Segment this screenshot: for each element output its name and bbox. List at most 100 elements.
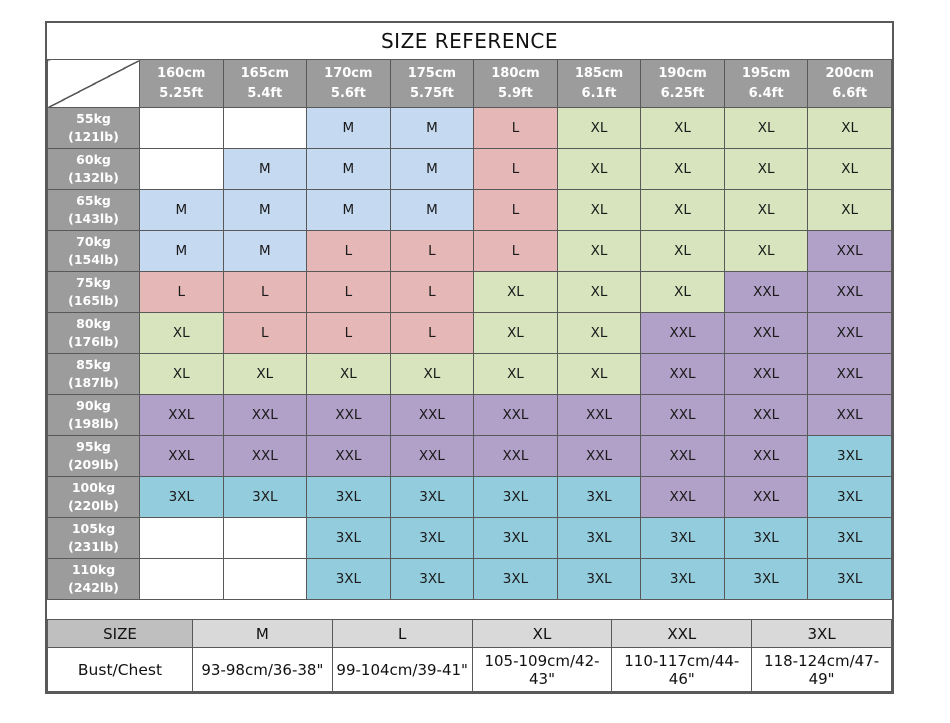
size-cell: XL — [556, 312, 642, 354]
size-cell: XL — [556, 353, 642, 395]
weight-lb-label: (231lb) — [68, 539, 119, 554]
height-cm-label: 165cm — [240, 66, 290, 81]
weight-header-cell: 95kg (209lb) — [47, 435, 140, 477]
weight-header-cell: 85kg (187lb) — [47, 353, 140, 395]
weight-lb-label: (220lb) — [68, 498, 119, 513]
weight-kg-label: 105kg — [71, 520, 116, 536]
size-cell: 3XL — [556, 558, 642, 600]
height-ft-label: 6.4ft — [748, 85, 784, 101]
weight-row: 85kg (187lb) XL XL XL XL XL XL XXL XXL XXL — [47, 353, 892, 395]
weight-row: 75kg (165lb) L L L L XL XL XL XXL XXL — [47, 271, 892, 313]
height-cm-label: 180cm — [491, 66, 540, 81]
size-cell: 3XL — [807, 435, 892, 477]
size-cell: L — [473, 189, 558, 231]
size-cell: 3XL — [473, 517, 558, 559]
size-cell: XL — [640, 148, 725, 190]
size-cell: 3XL — [807, 476, 892, 518]
weight-kg-label: 110kg — [71, 561, 116, 577]
size-cell: M — [389, 148, 475, 190]
height-ft-label: 6.1ft — [581, 85, 617, 101]
size-cell: L — [389, 230, 475, 272]
size-cell: M — [222, 189, 308, 231]
size-cell: 3XL — [723, 558, 809, 600]
size-cell: XL — [556, 107, 642, 149]
weight-row: 110kg (242lb) 3XL 3XL 3XL 3XL 3XL 3XL 3XL — [47, 558, 892, 600]
size-cell: XXL — [640, 394, 725, 436]
weight-kg-label: 65kg — [76, 192, 111, 208]
size-cell: XL — [556, 230, 642, 272]
weight-lb-label: (143lb) — [68, 211, 119, 226]
size-matrix-table: 160cm 5.25ft 165cm 5.4ft 170cm 5.6ft 175cm 5.75… — [47, 59, 892, 600]
weight-kg-label: 70kg — [76, 233, 111, 249]
size-cell: XXL — [640, 353, 725, 395]
bust-row-label: Bust/Chest — [47, 647, 193, 692]
size-cell: 3XL — [389, 517, 475, 559]
size-cell: 3XL — [306, 476, 391, 518]
size-cell: XXL — [139, 394, 224, 436]
weight-row: 90kg (198lb) XXL XXL XXL XXL XXL XXL XXL XXL XXL — [47, 394, 892, 436]
size-cell: XL — [139, 353, 224, 395]
size-cell: XL — [139, 312, 224, 354]
size-cell: M — [139, 230, 224, 272]
weight-row: 60kg (132lb) M M M L XL XL XL XL — [47, 148, 892, 190]
size-cell: XL — [389, 353, 475, 395]
height-header-cell: 185cm 6.1ft — [556, 59, 642, 108]
weight-header-cell: 75kg (165lb) — [47, 271, 140, 313]
weight-header-cell: 100kg (220lb) — [47, 476, 140, 518]
size-cell: 3XL — [306, 517, 391, 559]
size-cell: 3XL — [389, 558, 475, 600]
weight-lb-label: (176lb) — [68, 334, 119, 349]
height-header-cell: 180cm 5.9ft — [473, 59, 558, 108]
size-cell: L — [306, 312, 391, 354]
size-cell: M — [389, 189, 475, 231]
weight-kg-label: 85kg — [76, 356, 111, 372]
weight-row: 95kg (209lb) XXL XXL XXL XXL XXL XXL XXL XXL 3XL — [47, 435, 892, 477]
size-cell: M — [222, 230, 308, 272]
weight-kg-label: 100kg — [71, 479, 116, 495]
bust-measurement-cell: 93-98cm/36-38" — [192, 647, 333, 692]
height-cm-label: 160cm — [157, 66, 206, 81]
size-cell: XXL — [640, 435, 725, 477]
size-cell — [139, 107, 224, 149]
size-chart-frame: SIZE REFERENCE 160cm 5.25ft 165cm 5.4ft 170c… — [45, 21, 894, 694]
weight-row: 55kg (121lb) M M L XL XL XL XL — [47, 107, 892, 149]
size-cell: L — [139, 271, 224, 313]
weight-kg-label: 95kg — [76, 438, 111, 454]
table-gap — [47, 600, 892, 619]
weight-kg-label: 75kg — [76, 274, 111, 290]
size-cell: XXL — [139, 435, 224, 477]
height-header-cell: 165cm 5.4ft — [222, 59, 308, 108]
height-ft-label: 5.6ft — [330, 85, 366, 101]
size-cell: XXL — [807, 230, 892, 272]
height-cm-label: 190cm — [658, 66, 707, 81]
size-cell: XL — [807, 107, 892, 149]
height-ft-label: 5.4ft — [247, 85, 283, 101]
size-cell: XL — [723, 107, 809, 149]
size-cell: XXL — [306, 435, 391, 477]
weight-lb-label: (198lb) — [68, 416, 119, 431]
height-cm-label: 175cm — [407, 66, 457, 81]
weight-kg-label: 90kg — [76, 397, 111, 413]
bust-measurement-cell: 105-109cm/42-43" — [471, 647, 613, 692]
size-cell: XL — [723, 230, 809, 272]
weight-kg-label: 55kg — [76, 110, 111, 126]
height-ft-label: 6.6ft — [832, 85, 868, 101]
weight-header-cell: 55kg (121lb) — [47, 107, 140, 149]
weight-kg-label: 80kg — [76, 315, 111, 331]
size-cell: XXL — [640, 476, 725, 518]
height-ft-label: 5.75ft — [409, 85, 454, 101]
weight-row: 70kg (154lb) M M L L L XL XL XL XXL — [47, 230, 892, 272]
size-cell: XXL — [807, 394, 892, 436]
bust-size-header-cell: M — [192, 619, 333, 648]
bust-size-header-cell: XXL — [611, 619, 753, 648]
size-matrix-body: 55kg (121lb) M M L XL XL XL XL 60kg (132lb) M M M L XL X… — [47, 107, 892, 600]
size-cell — [139, 148, 224, 190]
bust-size-header-cell: XL — [471, 619, 613, 648]
height-header-cell: 200cm 6.6ft — [807, 59, 892, 108]
size-cell: XL — [723, 189, 809, 231]
bust-chest-table: SIZE M L XL XXL 3XL Bust/Chest 93-98cm/36-38" 9… — [47, 619, 892, 692]
size-cell: XXL — [222, 394, 308, 436]
size-cell: 3XL — [139, 476, 224, 518]
height-cm-label: 185cm — [574, 66, 624, 81]
